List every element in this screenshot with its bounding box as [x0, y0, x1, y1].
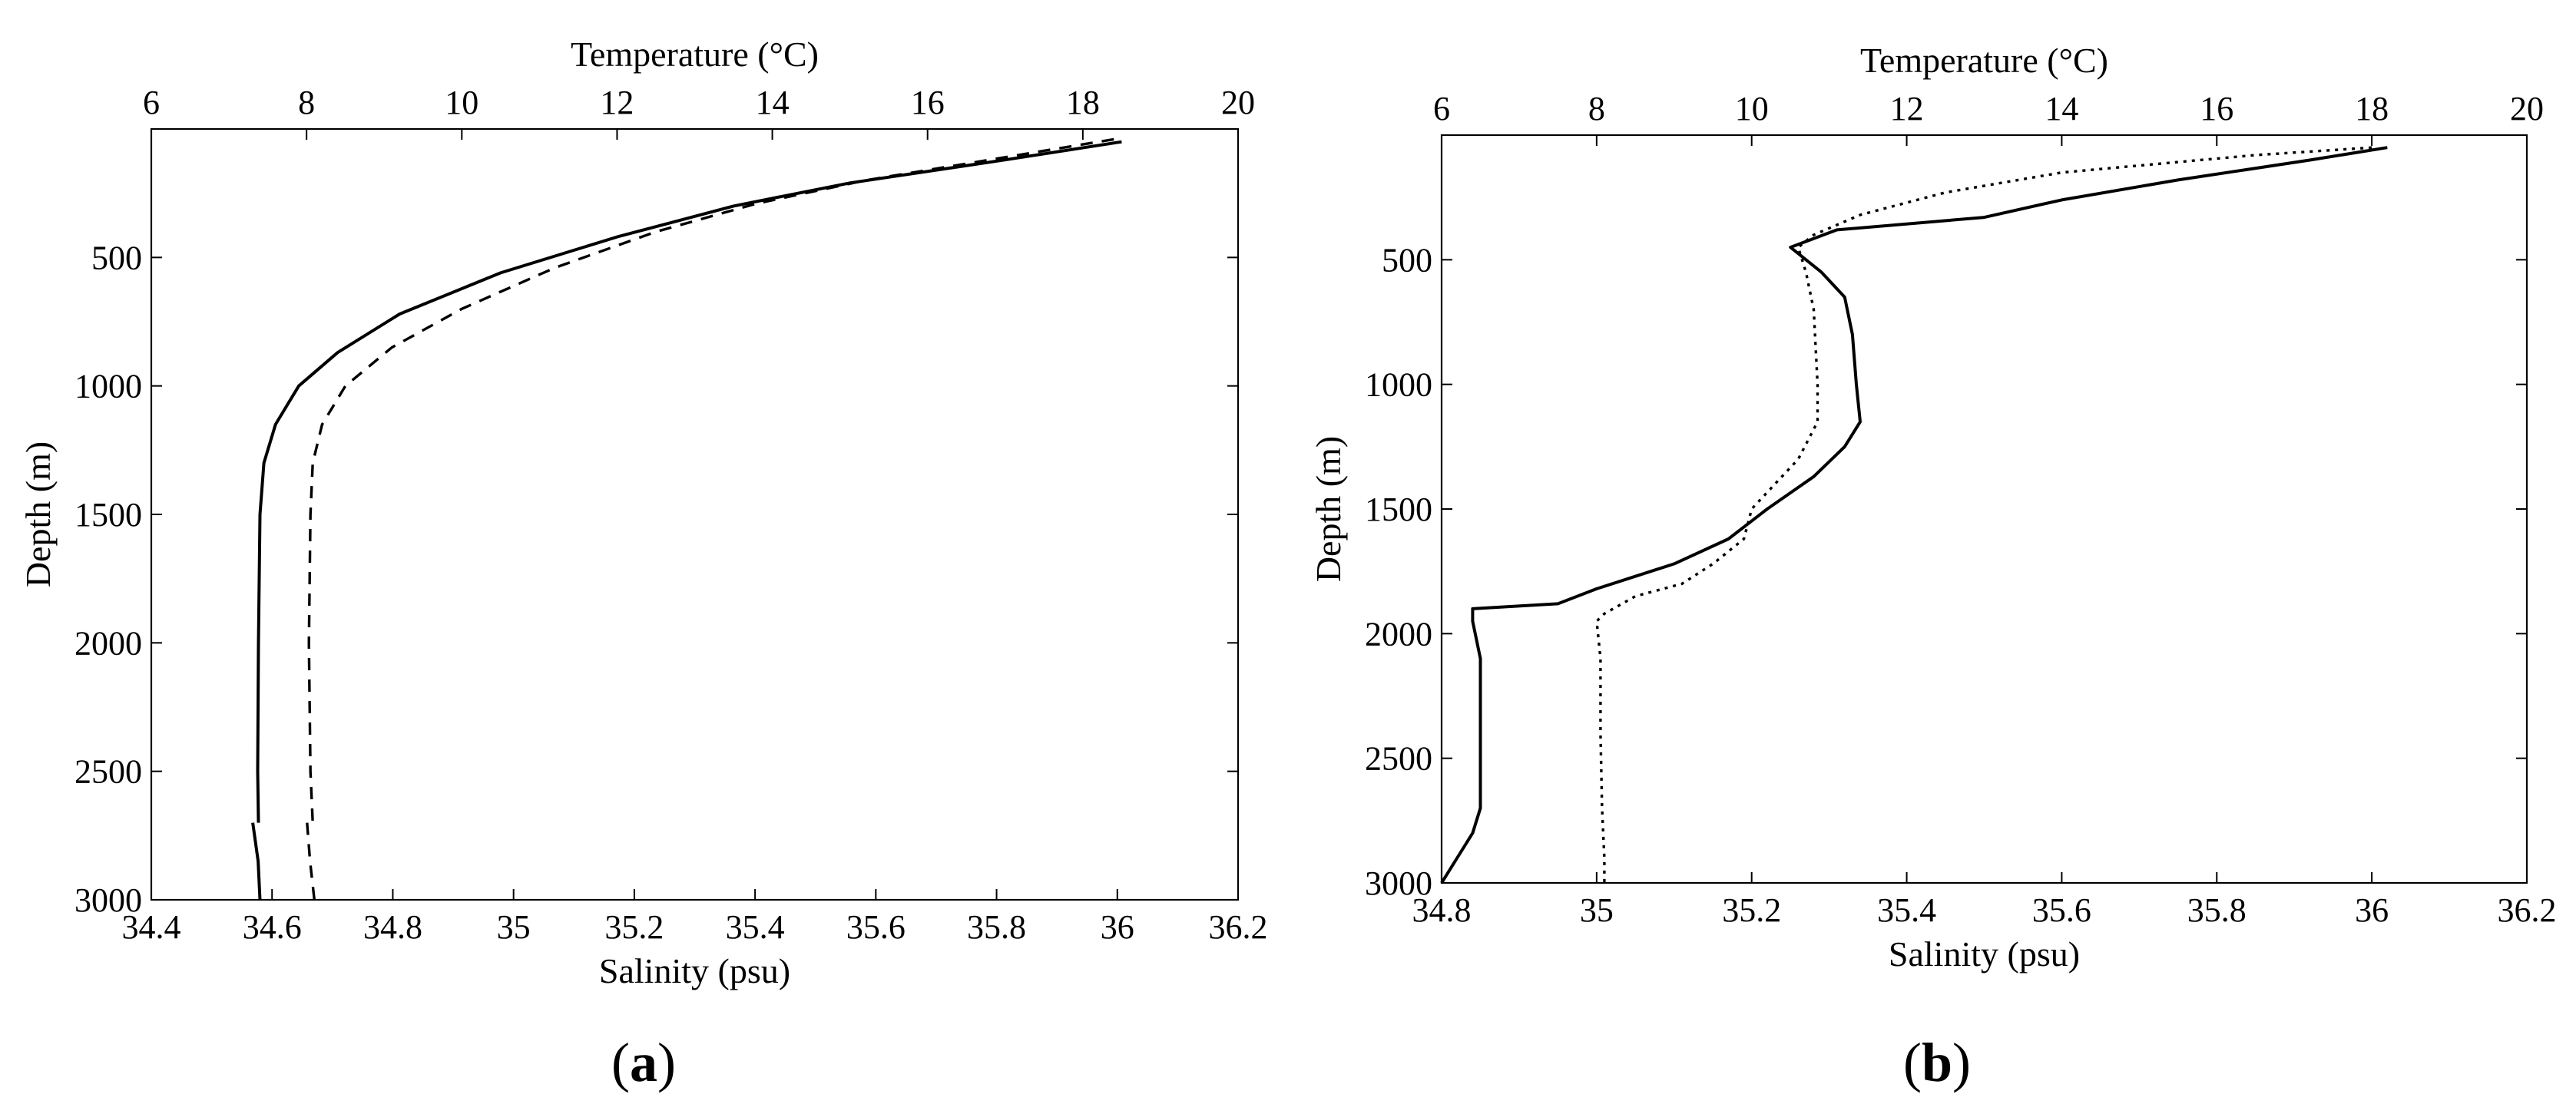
y-tick-label: 3000: [1365, 864, 1432, 902]
x-tick-label: 36: [2355, 891, 2389, 929]
top-tick-label: 12: [600, 84, 634, 121]
top-tick-label: 18: [1066, 84, 1100, 121]
y-tick-label: 500: [91, 239, 142, 276]
x-tick-label: 35.6: [2032, 891, 2091, 929]
top-tick-label: 14: [756, 84, 790, 121]
x-tick-label: 35.4: [726, 908, 785, 946]
top-axis-title: Temperature (°C): [571, 35, 819, 74]
panel-a: 34.4 34.6 34.8 35 35.2 35.4 35.6 35.8 36 36.2 6 8 10…: [18, 35, 1268, 990]
top-tick-label: 8: [1588, 90, 1605, 127]
top-tick-label: 10: [1735, 90, 1769, 127]
y-tick-label: 500: [1382, 241, 1432, 279]
top-tick-label: 20: [2510, 90, 2544, 127]
series-line-dashed: [306, 822, 316, 901]
panel-b: 34.8 35 35.2 35.4 35.6 35.8 36 36.2 6 8 10 12 14 16 18…: [1309, 41, 2557, 974]
x-tick-label: 35.2: [1722, 891, 1781, 929]
top-tick-label: 10: [445, 84, 478, 121]
y-axis-title: Depth (m): [1309, 436, 1348, 582]
y-tick-label: 1000: [74, 368, 142, 405]
plot-frame: [1440, 134, 2528, 884]
y-tick-label: 1000: [1365, 366, 1432, 404]
y-axis-title: Depth (m): [18, 441, 58, 587]
top-tick-label: 14: [2045, 90, 2078, 127]
series-line-solid: [251, 822, 262, 901]
y-tick-label: 1500: [74, 496, 142, 534]
top-tick-label: 8: [298, 84, 315, 121]
y-tick-label: 2500: [74, 753, 142, 791]
top-axis-title: Temperature (°C): [1860, 41, 2108, 80]
series-line-dotted: [1595, 146, 2372, 883]
y-tick-label: 2000: [1365, 615, 1432, 653]
y-tick-label: 2500: [1365, 740, 1432, 778]
top-tick-label: 16: [911, 84, 945, 121]
panel-label-b: (b): [1903, 1032, 1971, 1093]
y-tick-label: 1500: [1365, 491, 1432, 528]
x-tick-label: 36.2: [1209, 908, 1268, 946]
y-tick-label: 2000: [74, 624, 142, 662]
top-tick-label: 12: [1890, 90, 1924, 127]
y-tick-label: 3000: [74, 881, 142, 919]
panel-label-a: (a): [611, 1032, 676, 1093]
top-tick-label: 6: [1433, 90, 1450, 127]
plot-frame: [150, 127, 1240, 901]
series-line-solid: [256, 140, 1122, 823]
x-axis-title: Salinity (psu): [1889, 934, 2080, 974]
x-tick-label: 36.2: [2498, 891, 2557, 929]
x-tick-label: 34.8: [363, 908, 422, 946]
x-tick-label: 36: [1101, 908, 1134, 946]
x-tick-label: 35: [1580, 891, 1614, 929]
x-tick-label: 34.6: [243, 908, 302, 946]
top-tick-label: 18: [2355, 90, 2389, 127]
series-line-solid: [1440, 146, 2388, 884]
x-tick-label: 35.6: [846, 908, 906, 946]
x-tick-label: 35: [497, 908, 531, 946]
x-tick-label: 35.8: [2187, 891, 2247, 929]
top-tick-label: 6: [143, 84, 160, 121]
x-tick-label: 35.2: [604, 908, 664, 946]
x-tick-label: 35.4: [1877, 891, 1936, 929]
top-tick-label: 20: [1221, 84, 1255, 121]
x-axis-title: Salinity (psu): [599, 951, 790, 990]
x-tick-label: 34.8: [1412, 891, 1472, 929]
x-tick-label: 35.8: [967, 908, 1026, 946]
x-tick-label: 34.4: [122, 908, 181, 946]
series-line-dashed: [307, 137, 1114, 823]
top-tick-label: 16: [2200, 90, 2233, 127]
